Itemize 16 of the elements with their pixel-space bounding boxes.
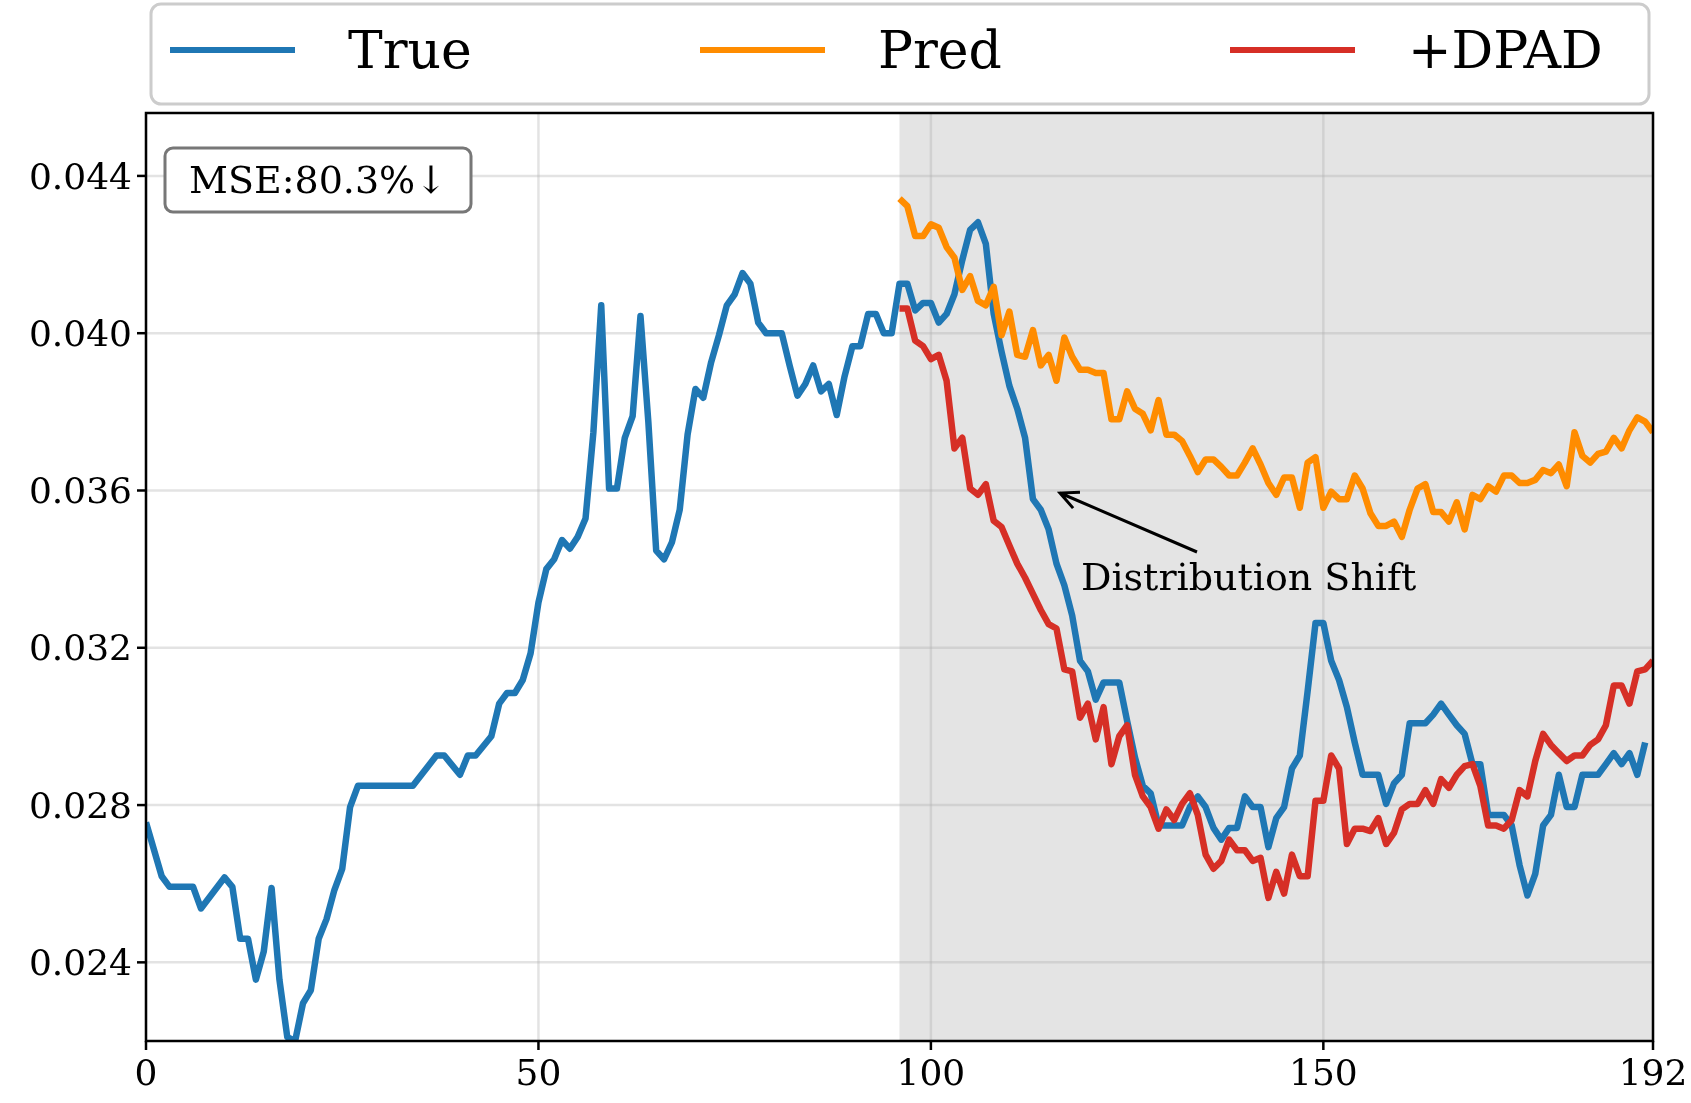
- y-tick-label: 0.024: [28, 941, 132, 983]
- x-tick-label: 192: [1618, 1052, 1688, 1093]
- x-tick-label: 100: [896, 1052, 966, 1093]
- x-tick-label: 0: [134, 1052, 158, 1093]
- annotation: MSE:80.3%↓: [188, 158, 448, 203]
- x-tick-label: 50: [515, 1052, 562, 1093]
- y-tick-label: 0.032: [28, 627, 132, 669]
- y-tick-label: 0.044: [28, 155, 132, 197]
- y-tick-label: 0.028: [28, 784, 132, 826]
- legend-label: True: [348, 20, 472, 81]
- legend-label: Pred: [878, 20, 1002, 81]
- y-tick-label: 0.036: [28, 470, 132, 512]
- annotation: Distribution Shift: [1081, 555, 1417, 599]
- x-tick-label: 150: [1288, 1052, 1358, 1093]
- legend-label: +DPAD: [1408, 20, 1603, 81]
- y-tick-label: 0.040: [28, 312, 132, 354]
